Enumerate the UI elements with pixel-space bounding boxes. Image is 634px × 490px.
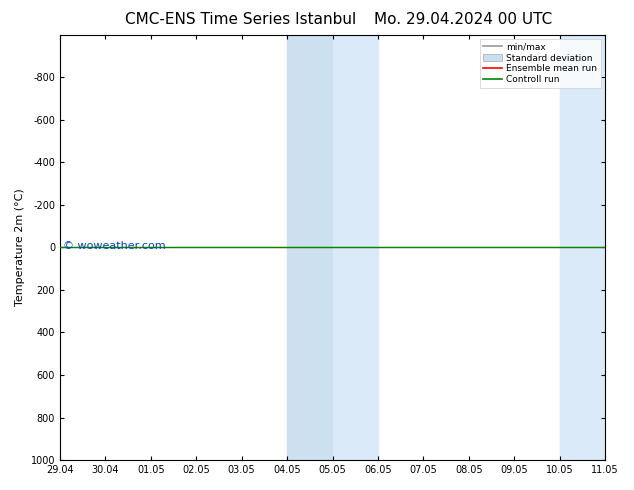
Y-axis label: Temperature 2m (°C): Temperature 2m (°C): [15, 189, 25, 306]
Bar: [333, 35, 378, 460]
Legend: min/max, Standard deviation, Ensemble mean run, Controll run: min/max, Standard deviation, Ensemble me…: [480, 39, 600, 88]
Text: Mo. 29.04.2024 00 UTC: Mo. 29.04.2024 00 UTC: [373, 12, 552, 27]
Text: CMC-ENS Time Series Istanbul: CMC-ENS Time Series Istanbul: [126, 12, 356, 27]
Bar: [560, 35, 605, 460]
Text: © woweather.com: © woweather.com: [63, 241, 165, 251]
Bar: [287, 35, 333, 460]
